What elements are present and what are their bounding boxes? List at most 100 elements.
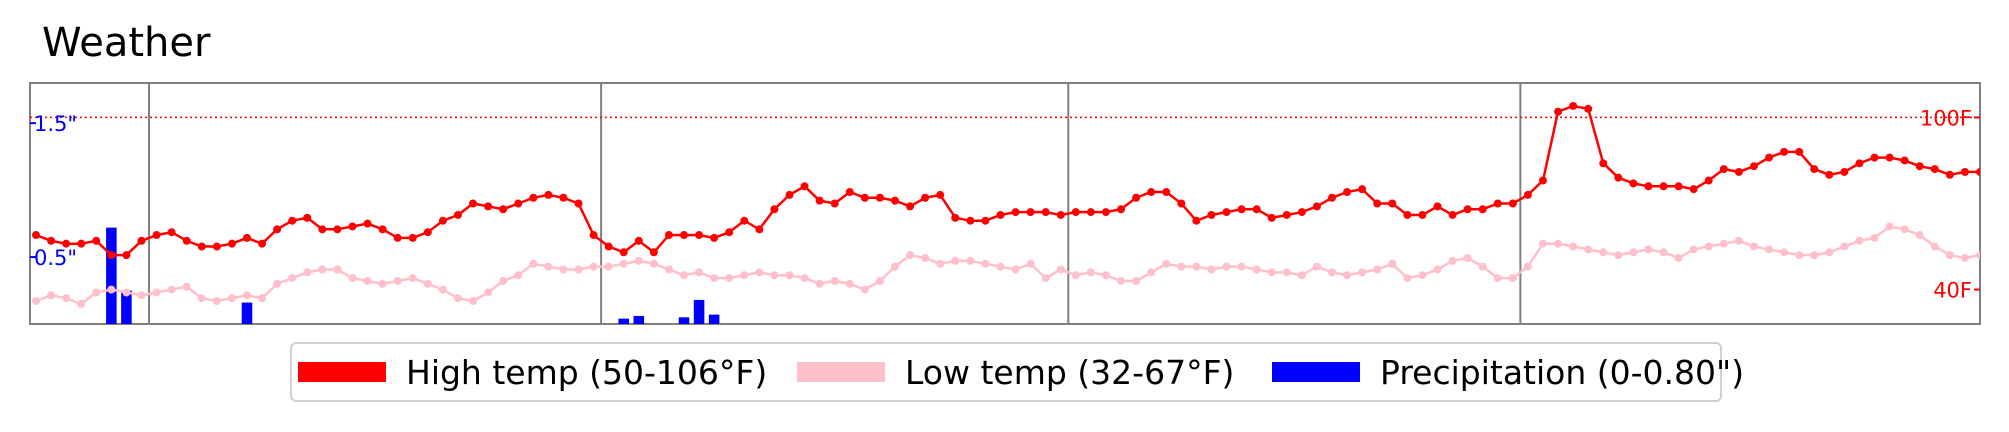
high-temp-point-61 — [951, 213, 960, 222]
low-temp-point-89 — [1373, 265, 1382, 274]
low-temp-point-10 — [182, 282, 191, 291]
low-temp-point-92 — [1418, 271, 1427, 280]
high-temp-point-76 — [1177, 199, 1186, 208]
low-temp-point-118 — [1810, 251, 1819, 260]
low-temp-point-37 — [589, 262, 598, 271]
low-temp-point-96 — [1478, 262, 1487, 271]
low-temp-point-5 — [107, 285, 116, 294]
low-temp-point-78 — [1207, 265, 1216, 274]
low-temp-point-86 — [1328, 268, 1336, 277]
high-temp-point-40 — [634, 236, 643, 245]
low-temp-point-61 — [951, 256, 960, 265]
low-temp-point-19 — [318, 265, 327, 274]
low-temp-point-50 — [785, 271, 794, 280]
precip-bar-45 — [708, 314, 720, 324]
high-temp-point-120 — [1840, 167, 1849, 176]
high-temp-point-70 — [1086, 208, 1095, 217]
high-temp-point-129 — [1976, 167, 1980, 176]
low-temp-point-23 — [378, 279, 387, 288]
high-temp-point-99 — [1523, 190, 1532, 199]
high-temp-point-43 — [680, 231, 688, 240]
high-temp-point-65 — [1011, 208, 1020, 217]
high-temp-point-112 — [1719, 165, 1728, 174]
low-temp-point-122 — [1870, 233, 1879, 242]
high-temp-point-111 — [1704, 176, 1713, 185]
low-temp-point-59 — [921, 254, 930, 263]
high-temp-point-74 — [1147, 188, 1156, 197]
low-temp-point-67 — [1041, 274, 1050, 283]
low-temp-point-120 — [1840, 242, 1849, 251]
high-temp-point-13 — [227, 239, 236, 248]
high-temp-point-86 — [1328, 193, 1336, 202]
right-tick-label-0: 100F — [1920, 106, 1972, 130]
low-temp-point-43 — [680, 271, 688, 280]
precip-bar-39 — [618, 318, 629, 324]
high-temp-point-126 — [1930, 165, 1939, 174]
low-temp-point-112 — [1719, 239, 1728, 248]
high-temp-point-125 — [1915, 162, 1924, 171]
high-temp-point-34 — [544, 190, 553, 199]
low-temp-point-22 — [363, 276, 372, 285]
high-temp-point-36 — [574, 199, 583, 208]
low-temp-point-77 — [1192, 262, 1201, 271]
high-temp-point-58 — [906, 202, 915, 211]
low-temp-point-30 — [484, 288, 493, 297]
low-temp-point-82 — [1267, 268, 1276, 277]
high-temp-point-88 — [1358, 185, 1367, 194]
low-temp-point-125 — [1915, 231, 1924, 240]
low-temp-point-99 — [1523, 262, 1532, 271]
left-tick-label-0: 1.5" — [34, 112, 77, 136]
low-temp-point-31 — [499, 276, 508, 285]
high-temp-point-1 — [47, 236, 56, 245]
low-temp-point-7 — [137, 291, 146, 300]
high-temp-point-117 — [1795, 147, 1804, 156]
low-temp-point-38 — [604, 262, 613, 271]
low-temp-point-48 — [755, 268, 764, 277]
low-temp-point-14 — [242, 291, 251, 300]
high-temp-point-15 — [258, 239, 267, 248]
high-temp-point-109 — [1674, 182, 1683, 191]
low-temp-point-21 — [348, 274, 357, 283]
low-temp-point-24 — [393, 276, 402, 285]
high-temp-point-21 — [348, 222, 357, 231]
high-temp-point-106 — [1629, 179, 1638, 188]
low-temp-point-88 — [1358, 268, 1367, 277]
high-temp-point-20 — [333, 225, 342, 234]
high-temp-point-92 — [1418, 210, 1427, 219]
low-temp-point-34 — [544, 262, 553, 271]
high-temp-line — [35, 104, 1980, 257]
high-temp-point-90 — [1388, 199, 1397, 208]
low-temp-point-116 — [1780, 248, 1789, 257]
low-temp-point-90 — [1388, 259, 1397, 268]
low-temp-point-80 — [1237, 262, 1246, 271]
high-temp-point-108 — [1659, 182, 1668, 191]
high-temp-point-105 — [1614, 173, 1623, 182]
high-temp-point-17 — [288, 216, 297, 225]
precip-bar-40 — [633, 315, 645, 324]
legend-item-low: Low temp (32-67°F) — [797, 352, 1234, 392]
low-temp-point-105 — [1614, 251, 1623, 260]
high-temp-point-12 — [212, 242, 221, 251]
precip-bar-5 — [106, 227, 117, 324]
low-temp-point-16 — [273, 279, 282, 288]
high-temp-point-100 — [1538, 176, 1547, 185]
high-temp-point-57 — [890, 196, 899, 205]
high-temp-point-50 — [785, 190, 794, 199]
low-temp-point-69 — [1071, 271, 1080, 280]
low-temp-point-102 — [1569, 242, 1578, 251]
high-temp-point-62 — [966, 216, 975, 225]
low-temp-point-129 — [1976, 251, 1980, 260]
high-temp-point-35 — [559, 193, 568, 202]
high-temp-point-7 — [137, 236, 146, 245]
low-temp-point-36 — [574, 265, 583, 274]
high-temp-point-32 — [514, 199, 523, 208]
low-temp-point-115 — [1765, 245, 1774, 254]
low-temp-point-114 — [1749, 242, 1758, 251]
low-temp-point-124 — [1900, 225, 1909, 234]
low-temp-point-54 — [845, 279, 854, 288]
high-temp-point-45 — [710, 233, 719, 242]
high-temp-point-75 — [1162, 188, 1171, 197]
low-temp-point-56 — [875, 276, 884, 285]
high-temp-point-47 — [740, 216, 749, 225]
